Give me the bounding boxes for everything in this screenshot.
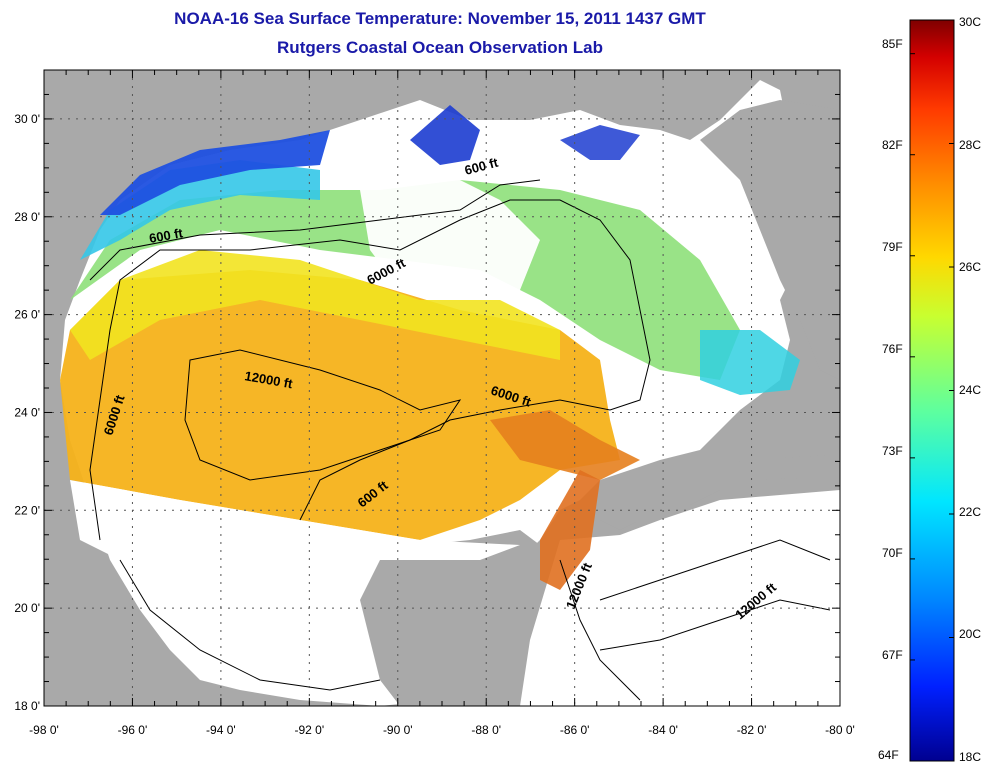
yucatan-land <box>360 530 540 706</box>
lon-tick-label: -88 0' <box>471 723 501 737</box>
lon-tick-label: -96 0' <box>118 723 148 737</box>
colorbar-c-label: 28C <box>959 138 982 152</box>
lat-tick-label: 30 0' <box>14 112 40 126</box>
lon-tick-label: -92 0' <box>295 723 325 737</box>
axis-tick-labels: -98 0' -96 0' -94 0' -92 0' -90 0' -88 0' -86 … <box>14 112 854 737</box>
contour-caribbean-2 <box>599 599 831 651</box>
sst-northern-blue <box>410 105 480 165</box>
lon-tick-label: -86 0' <box>560 723 590 737</box>
sst-east-cyan <box>700 330 800 395</box>
sst-orange-straits <box>540 470 600 590</box>
lat-tick-label: 24 0' <box>14 405 40 419</box>
cuba-land <box>600 455 840 530</box>
contour-12000ft <box>184 349 462 481</box>
sst-swath-green <box>70 180 740 380</box>
lon-tick-label: -90 0' <box>383 723 413 737</box>
colorbar-c-label: 26C <box>959 260 982 274</box>
lat-tick-label: 28 0' <box>14 210 40 224</box>
caribbean-water <box>520 490 840 706</box>
lon-tick-label: -98 0' <box>29 723 59 737</box>
contour-caribbean-3 <box>559 559 641 701</box>
map-title: NOAA-16 Sea Surface Temperature: Novembe… <box>174 9 706 28</box>
lon-tick-label: -94 0' <box>206 723 236 737</box>
colorbar-c-label: 24C <box>959 383 982 397</box>
lat-tick-label: 26 0' <box>14 308 40 322</box>
bathymetry-contours <box>89 179 831 701</box>
colorbar-c-label: 20C <box>959 627 982 641</box>
colorbar-c-label: 22C <box>959 505 982 519</box>
sst-mid-clearwater <box>360 170 540 300</box>
map-plot-area <box>44 70 840 706</box>
tick-marks <box>43 69 841 707</box>
sst-swath-blue <box>100 130 330 215</box>
colorbar-c-label: 30C <box>959 15 982 29</box>
colorbar-c-label: 18C <box>959 750 982 764</box>
lat-tick-label: 20 0' <box>14 601 40 615</box>
lon-tick-label: -82 0' <box>737 723 767 737</box>
lon-tick-label: -80 0' <box>825 723 855 737</box>
contour-caribbean-1 <box>599 539 831 601</box>
contour-6000ft-outer <box>89 199 651 541</box>
colorbar-f-label: 73F <box>882 444 903 458</box>
map-subtitle: Rutgers Coastal Ocean Observation Lab <box>277 38 603 57</box>
colorbar-f-label: 76F <box>882 342 903 356</box>
sst-swath-yellow <box>70 250 560 360</box>
lat-tick-label: 18 0' <box>14 699 40 713</box>
colorbar-f-label: 85F <box>882 37 903 51</box>
florida-land <box>700 100 840 380</box>
colorbar-f-label: 82F <box>882 138 903 152</box>
contour-600ft-north <box>89 179 541 281</box>
colorbar <box>909 19 955 762</box>
lon-tick-label: -84 0' <box>648 723 678 737</box>
sst-orange-south <box>490 410 640 480</box>
colorbar-f-label: 64F <box>878 748 899 762</box>
graticule <box>44 70 840 706</box>
colorbar-f-label: 67F <box>882 648 903 662</box>
colorbar-f-label: 79F <box>882 240 903 254</box>
colorbar-f-label: 70F <box>882 546 903 560</box>
contour-label: 600 ft <box>148 225 185 246</box>
colorbar-ticks <box>910 19 954 762</box>
sst-ne-blue <box>560 125 640 160</box>
sst-swath-cyan <box>80 160 320 260</box>
lat-tick-label: 22 0' <box>14 503 40 517</box>
contour-600ft-south <box>119 559 381 691</box>
sst-swath-bottom-white <box>70 480 520 560</box>
